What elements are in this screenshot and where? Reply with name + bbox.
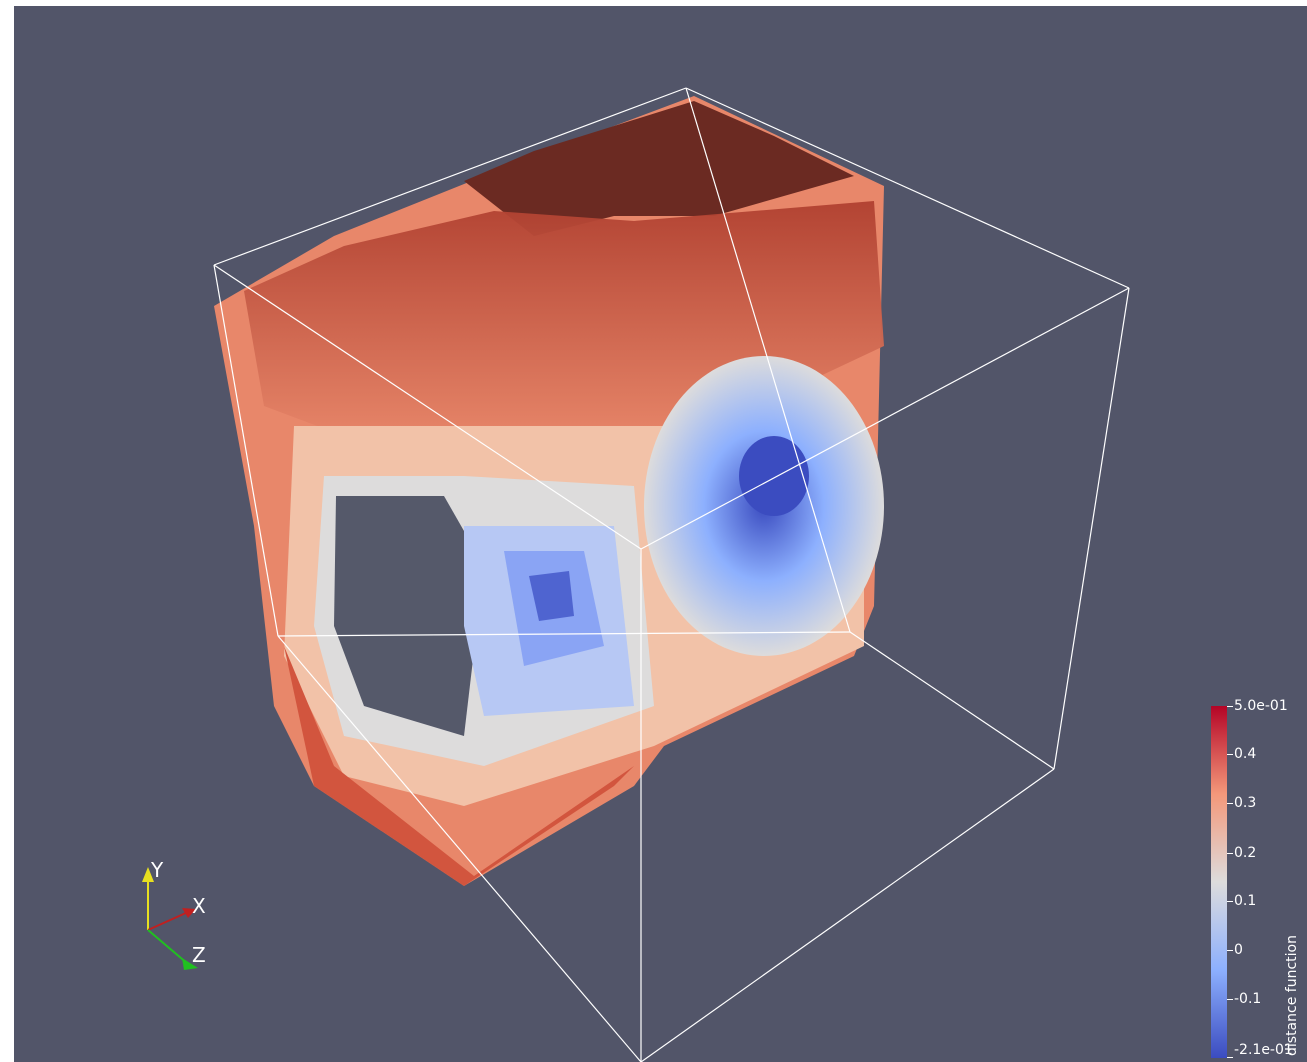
contour-layer-dark-top xyxy=(464,101,854,236)
scalar-bar-tick-mark xyxy=(1227,706,1233,707)
scalar-bar-tick-label: -0.1 xyxy=(1234,991,1262,1007)
scalar-bar-tick-mark xyxy=(1227,1057,1233,1058)
scalar-bar-tick-mark xyxy=(1227,950,1233,951)
scalar-bar-tick-mark xyxy=(1227,803,1233,804)
z-axis-label: Z xyxy=(192,943,206,967)
scalar-bar-tick-mark xyxy=(1227,999,1233,1000)
scalar-bar-tick-label: 0.1 xyxy=(1234,893,1257,909)
scalar-bar-tick-mark xyxy=(1227,754,1233,755)
z-axis-line xyxy=(147,929,189,965)
scalar-bar-tick-label: 0.3 xyxy=(1234,795,1257,811)
scalar-bar-tick-label: -2.1e-01 xyxy=(1234,1042,1293,1058)
scalar-bar-tick-label: 5.0e-01 xyxy=(1234,698,1288,714)
scalar-bar-tick-label: 0 xyxy=(1234,942,1243,958)
outline-box-back xyxy=(213,87,1130,289)
scalar-bar-tick-mark xyxy=(1227,853,1233,854)
y-axis-label: Y xyxy=(151,858,164,882)
scalar-bar xyxy=(1211,706,1227,1058)
render-view[interactable]: Y X Z 5.0e-01 0.4 0.3 0.2 0.1 0 -0.1 -2.… xyxy=(14,6,1307,1062)
scalar-bar-title: distance function xyxy=(1284,935,1300,1056)
outline-box-front xyxy=(213,87,1130,1062)
y-axis-arrow xyxy=(142,867,154,882)
x-axis-line xyxy=(147,911,189,931)
3d-scene[interactable] xyxy=(14,6,1307,1062)
x-axis-arrow xyxy=(182,908,196,918)
scalar-bar-tick-mark xyxy=(1227,901,1233,902)
orientation-axes xyxy=(142,867,198,970)
scalar-bar-tick-label: 0.4 xyxy=(1234,746,1257,762)
contour-blob-right-core xyxy=(739,436,809,516)
z-axis-arrow xyxy=(182,958,198,970)
contour-layer-grey-core xyxy=(334,496,484,736)
contour-surfaces xyxy=(214,96,884,886)
x-axis-label: X xyxy=(192,894,206,918)
contour-layer-blue-left-core xyxy=(529,571,574,621)
scalar-bar-tick-label: 0.2 xyxy=(1234,845,1257,861)
